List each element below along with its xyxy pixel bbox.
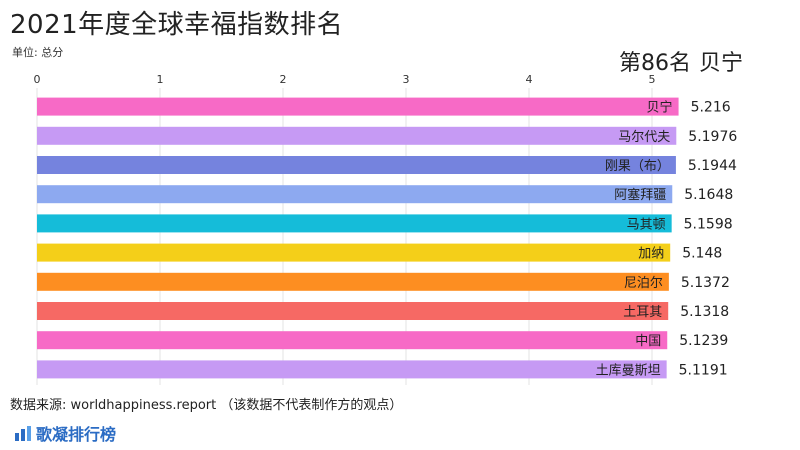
bar-chart-icon bbox=[15, 426, 31, 441]
x-tick-label: 3 bbox=[403, 73, 410, 86]
bar bbox=[37, 331, 668, 350]
unit-label: 单位: 总分 bbox=[12, 46, 64, 59]
chart-title: 2021年度全球幸福指数排名 bbox=[10, 10, 344, 40]
bar-category-label: 加纳 bbox=[638, 247, 664, 262]
bar-category-label: 中国 bbox=[635, 334, 661, 349]
bar bbox=[37, 243, 671, 262]
current-rank-label: 第86名 bbox=[619, 51, 691, 76]
x-tick-label: 2 bbox=[280, 73, 287, 86]
bar-value-label: 5.1239 bbox=[679, 333, 728, 349]
x-tick-label: 0 bbox=[34, 73, 41, 86]
bar-category-label: 马尔代夫 bbox=[618, 130, 670, 145]
current-rank-banner: 第86名 贝宁 bbox=[619, 45, 751, 77]
bar-category-label: 土库曼斯坦 bbox=[596, 362, 661, 378]
bar-category-label: 贝宁 bbox=[647, 100, 673, 116]
brand-name: 歌凝排行榜 bbox=[36, 425, 117, 444]
x-tick-label: 5 bbox=[649, 73, 656, 86]
current-country: 贝宁 bbox=[699, 51, 744, 76]
bar-value-label: 5.1191 bbox=[679, 362, 728, 378]
bar bbox=[37, 156, 676, 174]
bar-value-label: 5.1598 bbox=[684, 216, 733, 232]
bar bbox=[37, 185, 673, 204]
bar-value-label: 5.1648 bbox=[684, 187, 733, 203]
bar-category-label: 马其顿 bbox=[627, 217, 666, 232]
data-source-note: 数据来源: worldhappiness.report （该数据不代表制作方的观… bbox=[10, 398, 403, 413]
bar bbox=[37, 272, 669, 291]
brand-logo: 歌凝排行榜 bbox=[14, 421, 116, 445]
bar-category-label: 土耳其 bbox=[623, 305, 662, 320]
bar bbox=[37, 360, 667, 379]
bar-category-label: 刚果（布） bbox=[605, 159, 670, 174]
x-tick-label: 4 bbox=[526, 73, 533, 86]
bar bbox=[37, 97, 679, 116]
bar-value-label: 5.1372 bbox=[681, 275, 730, 291]
bar bbox=[37, 302, 669, 320]
bar-category-label: 尼泊尔 bbox=[624, 276, 663, 291]
bar-category-label: 阿塞拜疆 bbox=[614, 187, 666, 203]
bar-value-label: 5.1318 bbox=[680, 304, 729, 320]
x-tick-label: 1 bbox=[157, 73, 164, 86]
bar-value-label: 5.216 bbox=[691, 100, 731, 116]
bar-value-label: 5.1944 bbox=[688, 158, 737, 174]
bar bbox=[37, 214, 672, 233]
bar-value-label: 5.1976 bbox=[688, 129, 737, 145]
bar bbox=[37, 126, 677, 145]
bar-value-label: 5.148 bbox=[682, 246, 722, 262]
